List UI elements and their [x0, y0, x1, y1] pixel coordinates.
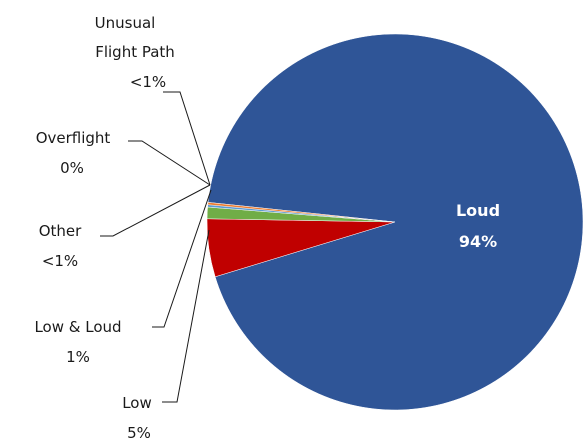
leader-other	[100, 184, 211, 237]
label-unusual-line1: Unusual	[95, 14, 156, 32]
label-low-loud-name: Low & Loud	[34, 318, 121, 336]
leader-low	[162, 229, 210, 403]
label-low-name: Low	[122, 394, 152, 412]
label-overflight-value: 0%	[60, 159, 84, 177]
leader-unusual	[163, 91, 211, 186]
label-loud-value: 94%	[459, 232, 497, 251]
label-other-value: <1%	[42, 252, 78, 270]
label-low-loud-value: 1%	[66, 348, 90, 366]
pie-slices	[206, 33, 583, 411]
label-loud-name: Loud	[456, 201, 500, 220]
label-unusual-value: <1%	[130, 73, 166, 91]
leader-overflight	[128, 140, 211, 186]
label-other-name: Other	[39, 222, 82, 240]
leader-low-loud	[152, 189, 212, 328]
label-overflight-name: Overflight	[36, 129, 111, 147]
pie-slice-unusual-flight-path	[207, 202, 396, 223]
pie-slice-loud	[207, 33, 583, 411]
leader-lines	[100, 91, 212, 403]
label-low-value: 5%	[127, 424, 151, 442]
label-unusual-line2: Flight Path	[95, 43, 175, 61]
